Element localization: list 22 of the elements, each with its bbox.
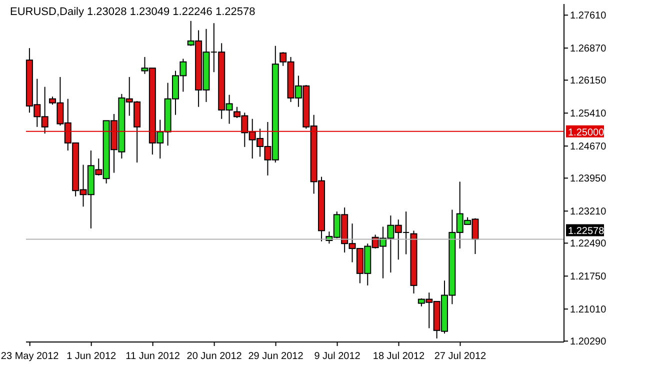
x-tick-label: 9 Jul 2012 (314, 351, 361, 362)
y-tick-label: 1.23950 (570, 174, 607, 185)
y-tick-label: 1.21010 (570, 304, 607, 316)
chart-title: EURUSD,Daily 1.23028 1.23049 1.22246 1.22578 (10, 6, 256, 18)
ref-line-label: 1.22578 (568, 226, 605, 238)
y-tick-label: 1.20290 (570, 336, 607, 348)
y-tick-label: 1.26150 (570, 76, 607, 87)
x-tick-label: 29 Jun 2012 (248, 351, 304, 362)
x-tick-label: 27 Jul 2012 (434, 351, 487, 362)
y-tick-label: 1.27610 (570, 10, 607, 22)
y-tick-label: 1.24670 (570, 142, 607, 153)
y-tick-label: 1.22490 (570, 238, 607, 250)
x-tick-label: 18 Jul 2012 (372, 351, 426, 362)
x-tick-label: 23 May 2012 (0, 351, 60, 362)
x-tick-label: 20 Jun 2012 (186, 351, 242, 362)
y-tick-label: 1.26870 (570, 44, 607, 55)
y-tick-label: 1.25410 (570, 108, 607, 120)
x-tick-label: 11 Jun 2012 (126, 351, 180, 362)
y-tick-label: 1.21750 (570, 272, 607, 283)
ref-line-label: 1.25000 (568, 127, 605, 138)
y-tick-label: 1.23210 (570, 206, 607, 218)
x-tick-label: 1 Jun 2012 (66, 351, 117, 362)
